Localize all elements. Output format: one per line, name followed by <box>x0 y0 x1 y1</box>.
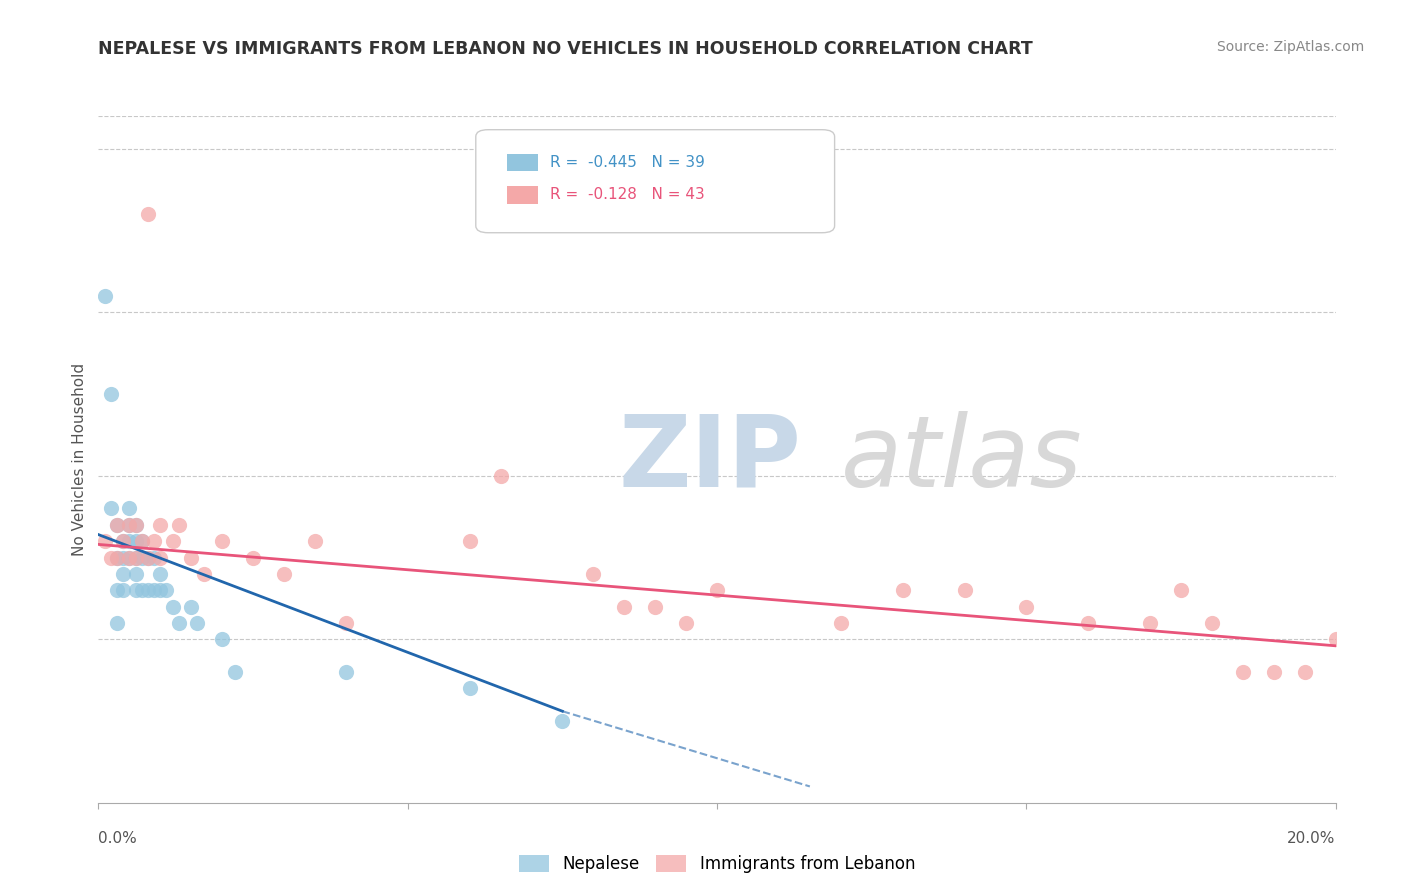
Point <box>143 583 166 598</box>
Point <box>167 615 190 630</box>
Text: R =  -0.445   N = 39: R = -0.445 N = 39 <box>550 155 704 170</box>
Point <box>136 550 159 565</box>
Point <box>105 583 128 598</box>
Point <box>124 583 146 598</box>
Text: NEPALESE VS IMMIGRANTS FROM LEBANON NO VEHICLES IN HOUSEHOLD CORRELATION CHART: NEPALESE VS IMMIGRANTS FROM LEBANON NO V… <box>98 40 1033 58</box>
Point <box>953 583 976 598</box>
Point <box>458 681 481 696</box>
Point <box>112 583 135 598</box>
Point <box>273 566 295 581</box>
Bar <box>506 154 537 171</box>
Point <box>149 550 172 565</box>
Point <box>118 517 141 532</box>
Point <box>1015 599 1038 614</box>
Point <box>136 583 159 598</box>
Point <box>149 583 172 598</box>
Point <box>131 550 153 565</box>
Point <box>112 566 135 581</box>
Point <box>1232 665 1254 679</box>
Point <box>1077 615 1099 630</box>
Text: atlas: atlas <box>841 411 1083 508</box>
Point <box>149 517 172 532</box>
Y-axis label: No Vehicles in Household: No Vehicles in Household <box>72 363 87 556</box>
Text: 20.0%: 20.0% <box>1288 831 1336 847</box>
Point <box>118 550 141 565</box>
Point <box>1294 665 1316 679</box>
Point <box>304 534 326 549</box>
Point <box>167 517 190 532</box>
Point <box>186 615 208 630</box>
Point <box>155 583 177 598</box>
Point <box>335 615 357 630</box>
Point <box>143 534 166 549</box>
Point <box>118 501 141 516</box>
Text: R =  -0.128   N = 43: R = -0.128 N = 43 <box>550 187 704 202</box>
Point <box>458 534 481 549</box>
Point <box>136 207 159 221</box>
Point <box>100 501 122 516</box>
Point <box>124 534 146 549</box>
Point <box>105 550 128 565</box>
Point <box>891 583 914 598</box>
Point <box>118 517 141 532</box>
Point <box>105 550 128 565</box>
Point <box>1201 615 1223 630</box>
Point <box>136 550 159 565</box>
Point <box>489 468 512 483</box>
Point <box>551 714 574 728</box>
Point <box>224 665 246 679</box>
Point <box>1324 632 1347 647</box>
Point <box>211 632 233 647</box>
Point <box>124 517 146 532</box>
Point <box>1170 583 1192 598</box>
Point <box>830 615 852 630</box>
Point <box>118 550 141 565</box>
Point <box>105 517 128 532</box>
Point <box>644 599 666 614</box>
Point <box>1139 615 1161 630</box>
Point <box>193 566 215 581</box>
Point <box>124 517 146 532</box>
Legend: Nepalese, Immigrants from Lebanon: Nepalese, Immigrants from Lebanon <box>519 855 915 873</box>
Point <box>180 599 202 614</box>
Point <box>112 534 135 549</box>
Point <box>124 550 146 565</box>
Point <box>211 534 233 549</box>
Point <box>149 566 172 581</box>
Point <box>93 289 115 303</box>
Point <box>131 534 153 549</box>
Point <box>112 534 135 549</box>
Point <box>180 550 202 565</box>
Point <box>613 599 636 614</box>
Point <box>105 517 128 532</box>
Point <box>162 599 184 614</box>
Text: 0.0%: 0.0% <box>98 831 138 847</box>
Point <box>100 550 122 565</box>
Point <box>335 665 357 679</box>
Point <box>162 534 184 549</box>
Point <box>706 583 728 598</box>
Point <box>93 534 115 549</box>
Point <box>124 550 146 565</box>
Point <box>105 615 128 630</box>
Point <box>143 550 166 565</box>
Bar <box>506 186 537 203</box>
Point <box>1263 665 1285 679</box>
Point <box>112 550 135 565</box>
Text: Source: ZipAtlas.com: Source: ZipAtlas.com <box>1216 40 1364 54</box>
Point <box>100 387 122 401</box>
Point <box>131 583 153 598</box>
Point <box>242 550 264 565</box>
Point <box>675 615 697 630</box>
Point <box>124 566 146 581</box>
Point <box>131 534 153 549</box>
Text: ZIP: ZIP <box>619 411 801 508</box>
Point <box>582 566 605 581</box>
Point <box>118 534 141 549</box>
FancyBboxPatch shape <box>475 129 835 233</box>
